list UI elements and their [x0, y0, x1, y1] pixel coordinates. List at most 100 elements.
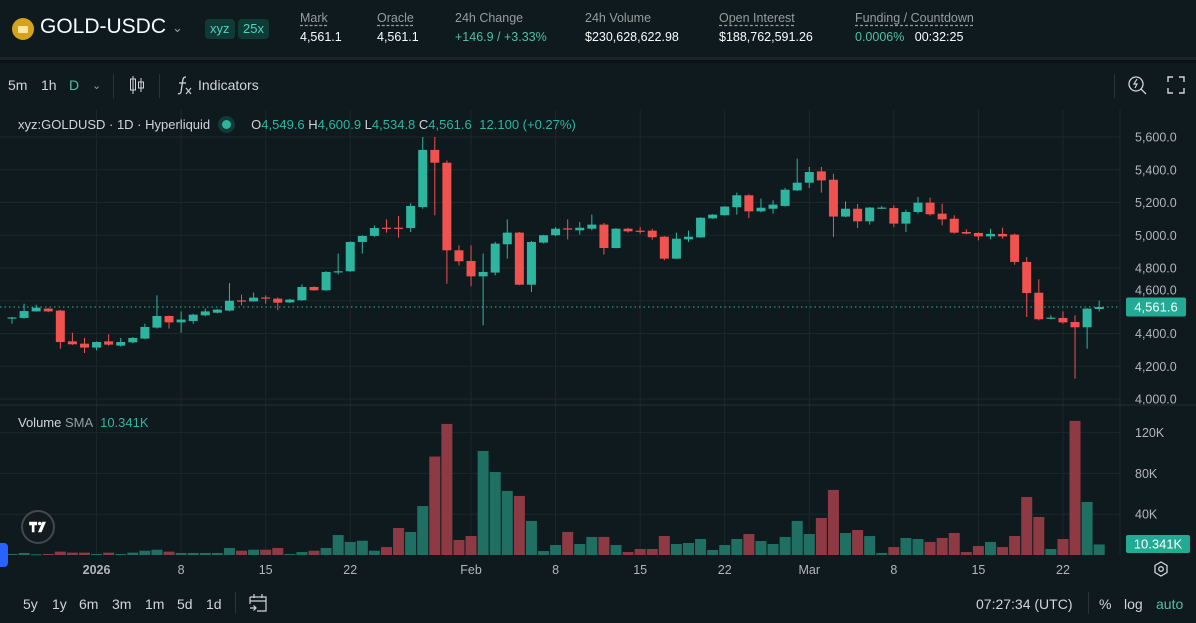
time-tick-label: 15 — [633, 563, 647, 577]
clock-time[interactable]: 07:27:34 (UTC) — [976, 596, 1073, 612]
candle-body — [212, 309, 222, 313]
chart-panel — [0, 63, 1196, 623]
candle-body — [406, 205, 416, 229]
volume-bar — [840, 532, 852, 555]
indicators-button[interactable]: Indicators — [198, 77, 259, 93]
candle-body — [104, 341, 114, 345]
stat-value: $230,628,622.98 — [585, 30, 679, 44]
volume-bar — [610, 545, 622, 555]
candle-body — [92, 342, 102, 348]
volume-bar — [296, 552, 308, 555]
go-to-date-calendar-icon[interactable] — [248, 593, 268, 613]
volume-bar — [115, 553, 127, 555]
settings-gear-icon[interactable] — [1153, 561, 1169, 577]
percent-scale-toggle[interactable]: % — [1099, 596, 1112, 612]
volume-bar — [924, 541, 936, 555]
candle-body — [937, 213, 947, 220]
close-value: 4,561.6 — [428, 117, 472, 132]
range-6m[interactable]: 6m — [79, 596, 99, 612]
candle-body — [563, 228, 573, 230]
interval-d[interactable]: D — [69, 77, 80, 93]
volume-bar — [900, 537, 912, 555]
stat-label[interactable]: Oracle — [377, 11, 414, 25]
time-tick-label: 2026 — [83, 563, 111, 577]
candle-body — [273, 298, 283, 303]
log-scale-toggle[interactable]: log — [1124, 596, 1143, 612]
candle-body — [333, 271, 343, 273]
range-1d[interactable]: 1d — [206, 596, 222, 612]
volume-bar — [658, 536, 670, 555]
candle-body — [188, 314, 198, 322]
fx-icon[interactable] — [175, 75, 193, 95]
candle-body — [394, 227, 404, 229]
range-3m[interactable]: 3m — [112, 596, 132, 612]
volume-bar — [719, 545, 731, 555]
volume-bar — [417, 506, 429, 555]
candle-body — [1034, 292, 1044, 320]
candle-body — [140, 326, 150, 339]
candle-body — [913, 202, 923, 212]
range-1m[interactable]: 1m — [145, 596, 165, 612]
stat-label[interactable]: Open Interest — [719, 11, 795, 25]
volume-bar — [888, 547, 900, 555]
stat-oracle: Oracle 4,561.1 — [377, 11, 419, 44]
candle-body — [116, 342, 126, 346]
stat-mark: Mark 4,561.1 — [300, 11, 342, 44]
volume-bar — [332, 535, 344, 555]
candle-body — [79, 343, 89, 348]
market-header: GOLD-USDC ⌄ xyz 25x Mark 4,561.1 Oracle … — [0, 0, 1196, 60]
volume-bar — [356, 540, 368, 555]
tradingview-logo[interactable] — [21, 510, 55, 544]
symbol-selector[interactable]: GOLD-USDC — [40, 15, 167, 38]
chevron-down-icon[interactable]: ⌄ — [172, 20, 183, 35]
volume-bar — [827, 489, 839, 555]
candle-body — [1082, 308, 1092, 328]
range-1y[interactable]: 1y — [52, 596, 67, 612]
volume-bar — [876, 552, 888, 555]
interval-dropdown-chevron-icon[interactable]: ⌄ — [92, 80, 102, 92]
candle-style-icon[interactable] — [128, 75, 146, 95]
stat-label: 24h Volume — [585, 11, 652, 25]
interval-1h[interactable]: 1h — [41, 77, 57, 93]
fullscreen-icon[interactable] — [1167, 76, 1185, 94]
time-tick-label: 8 — [178, 563, 185, 577]
candle-body — [55, 310, 65, 343]
auto-scale-toggle[interactable]: auto — [1156, 596, 1184, 612]
volume-bar — [803, 533, 815, 555]
candle-body — [152, 315, 162, 328]
stat-label[interactable]: Mark — [300, 11, 328, 25]
volume-tick-label: 40K — [1135, 508, 1158, 522]
panel-toggle-handle[interactable] — [0, 543, 8, 567]
range-5y[interactable]: 5y — [23, 596, 38, 612]
candle-body — [985, 233, 995, 237]
stat-open-interest: Open Interest $188,762,591.26 — [719, 11, 813, 44]
volume-bar — [1093, 544, 1105, 555]
volume-bar — [260, 549, 272, 555]
candle-body — [623, 228, 633, 232]
volume-bar — [852, 530, 864, 555]
candle-body — [925, 202, 935, 215]
price-tick-label: 5,400.0 — [1135, 163, 1177, 177]
stat-label[interactable]: Funding / Countdown — [855, 11, 974, 25]
volume-bar — [622, 552, 634, 555]
volume-bar — [320, 547, 332, 555]
volume-bar — [308, 550, 320, 555]
range-5d[interactable]: 5d — [177, 596, 193, 612]
volume-bar — [707, 550, 719, 555]
candle-body — [430, 149, 440, 163]
market-status-dot — [222, 120, 232, 129]
time-tick-label: 8 — [890, 563, 897, 577]
candle-body — [7, 317, 17, 319]
volume-bar — [815, 517, 827, 555]
candle-body — [285, 299, 295, 303]
candle-body — [744, 195, 754, 212]
time-tick-label: Feb — [460, 563, 482, 577]
alert-search-icon[interactable] — [1127, 75, 1147, 95]
candle-body — [889, 208, 899, 224]
time-tick-label: 15 — [971, 563, 985, 577]
interval-5m[interactable]: 5m — [8, 77, 28, 93]
funding-rate: 0.0006% — [855, 30, 905, 44]
volume-bar — [562, 531, 574, 555]
volume-bar — [393, 527, 405, 555]
